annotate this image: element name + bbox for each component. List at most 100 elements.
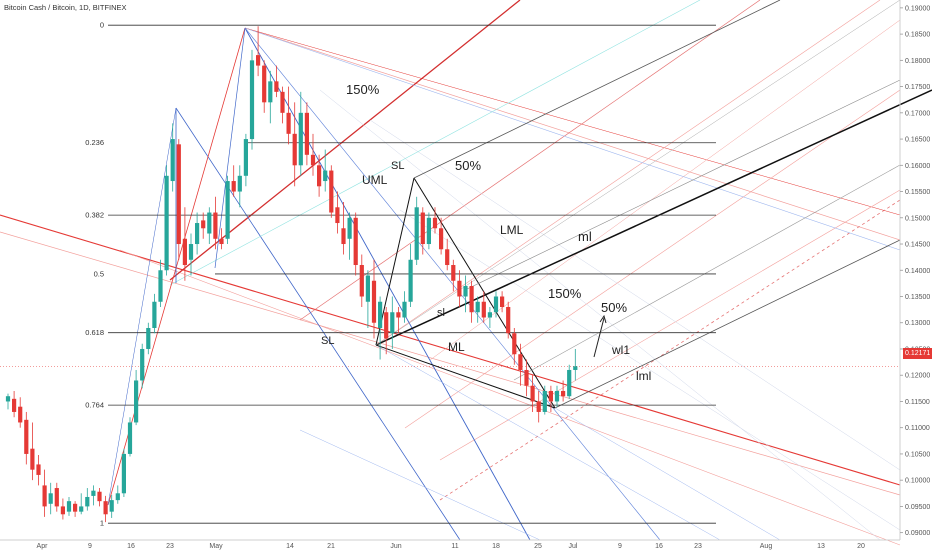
fork-line-26: [413, 0, 781, 179]
fib-level-label: 0.236: [85, 138, 104, 147]
x-tick-label: 13: [817, 543, 825, 550]
y-tick-label: 0.19000: [905, 5, 930, 12]
candle-body: [243, 139, 248, 176]
fork-line-25: [375, 89, 932, 346]
y-tick-label: 0.18500: [905, 32, 930, 39]
candle-body: [396, 312, 401, 318]
candle-body: [201, 220, 206, 229]
y-tick-label: 0.17000: [905, 110, 930, 117]
annotation-label: 150%: [548, 286, 582, 301]
y-tick-label: 0.14000: [905, 268, 930, 275]
fork-line-27: [554, 239, 901, 409]
candle-body: [54, 488, 59, 507]
x-tick-label: 20: [857, 543, 865, 550]
candle-body: [554, 390, 560, 402]
y-tick-label: 0.16500: [905, 137, 930, 144]
candle-body: [439, 228, 444, 250]
arrow-shaft: [593, 317, 605, 358]
fib-level-label: 0.382: [85, 211, 104, 220]
y-tick-label: 0.15000: [905, 215, 930, 222]
x-tick-label: Jul: [569, 543, 578, 550]
x-tick-label: 25: [534, 543, 542, 550]
candle-body: [66, 501, 72, 512]
fork-line-19: [399, 209, 901, 531]
candle-body: [469, 286, 474, 313]
candle-body: [249, 60, 255, 140]
x-tick-label: May: [209, 543, 223, 550]
chart-title: Bitcoin Cash / Bitcoin, 1D, BITFINEX: [4, 3, 127, 12]
arrow-head-icon: [599, 314, 607, 324]
candle-body: [335, 207, 340, 224]
fork-line-28: [464, 79, 901, 291]
candle-body: [390, 312, 395, 334]
fork-line-3: [244, 27, 901, 241]
annotation-label: 50%: [455, 158, 481, 173]
candle-body: [79, 506, 84, 512]
candle-body: [195, 223, 200, 245]
annotation-label: wl1: [611, 343, 630, 357]
candle-body: [353, 217, 358, 266]
candle-body: [530, 385, 535, 402]
fork-line-10: [439, 189, 901, 461]
fib-retracement-layer: 0 0.236 0.382 0.5 0.618 0.764 1: [85, 21, 716, 528]
candle-body: [475, 301, 480, 313]
annotation-label: lml: [636, 369, 651, 383]
fork-line-30: [375, 0, 901, 346]
annotation-label: UML: [362, 173, 388, 187]
candle-body: [347, 217, 352, 239]
candle-body: [121, 453, 126, 494]
fork-line-33: [107, 107, 177, 506]
candle-body: [42, 485, 47, 507]
candle-body: [384, 312, 389, 339]
fib-level-label: 0.764: [85, 401, 104, 410]
candle-body: [237, 175, 242, 192]
y-tick-label: 0.10500: [905, 451, 930, 458]
fib-level-label: 0.5: [94, 269, 104, 278]
fork-line-6: [299, 0, 761, 321]
fork-line-9: [404, 89, 901, 429]
candle-body: [36, 464, 41, 475]
y-tick-label: 0.11000: [905, 425, 930, 432]
fork-line-16: [375, 344, 721, 541]
candle-body: [182, 238, 187, 266]
x-tick-label: Apr: [37, 543, 49, 550]
x-tick-label: Aug: [760, 543, 773, 550]
candle-body: [402, 301, 407, 318]
candle-body: [164, 175, 169, 271]
fork-line-23: [413, 177, 556, 409]
annotations-layer: 150% SL 50% UML LML ml sl 150% 50% SL ML wl1 lml: [321, 82, 651, 383]
candle-body: [310, 154, 316, 166]
candle-body: [280, 91, 285, 113]
x-tick-label: 11: [451, 543, 458, 550]
candle-body: [213, 212, 218, 239]
candle-body: [158, 270, 163, 302]
candle-body: [573, 366, 578, 370]
candle-body: [170, 139, 175, 182]
candle-body: [451, 265, 456, 281]
annotation-label: ML: [448, 340, 465, 354]
candle-body: [457, 280, 462, 297]
x-tick-label: 14: [286, 543, 294, 550]
annotation-label: SL: [391, 160, 404, 172]
candle-body: [225, 181, 230, 239]
candle-body: [524, 369, 529, 386]
candle-body: [188, 244, 194, 260]
candle-body: [91, 490, 96, 496]
candle-body: [109, 500, 114, 512]
candle-body: [97, 491, 102, 502]
candles-layer[interactable]: [5, 26, 578, 523]
candle-body: [518, 354, 523, 370]
annotation-label: 150%: [346, 82, 380, 97]
fork-line-1: [0, 231, 901, 496]
candle-body: [408, 259, 413, 302]
candle-body: [567, 369, 572, 397]
candle-body: [152, 301, 157, 328]
y-tick-label: 0.13000: [905, 320, 930, 327]
x-tick-label: 9: [88, 543, 92, 550]
candle-body: [286, 112, 291, 134]
candle-body: [146, 327, 151, 349]
fib-level-label: 1: [100, 519, 104, 528]
candle-body: [506, 306, 511, 334]
y-tick-label: 0.16000: [905, 163, 930, 170]
